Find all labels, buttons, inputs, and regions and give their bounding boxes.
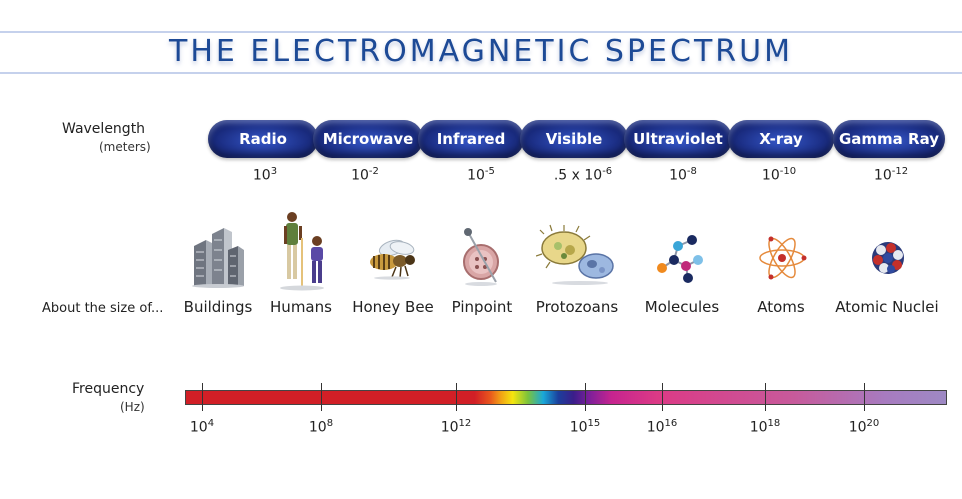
frequency-spectrum-bar <box>185 390 947 405</box>
wavelength-value: 10-5 <box>467 166 495 184</box>
frequency-tick <box>585 383 586 411</box>
frequency-tick <box>864 383 865 411</box>
size-label-atoms: Atoms <box>757 298 805 316</box>
wavelength-value: 103 <box>252 166 278 184</box>
size-label-honey-bee: Honey Bee <box>352 298 434 316</box>
frequency-tick <box>662 383 663 411</box>
frequency-value: 1018 <box>749 418 781 436</box>
atoms-icon <box>759 236 807 280</box>
frequency-unit: (Hz) <box>120 400 145 414</box>
frequency-value: 1020 <box>848 418 880 436</box>
frequency-value: 108 <box>308 418 334 436</box>
size-label-molecules: Molecules <box>644 298 720 316</box>
protozoans-icon <box>536 224 614 285</box>
wavelength-value: 10-12 <box>873 166 909 184</box>
frequency-label: Frequency <box>72 381 145 397</box>
size-label: About the size of... <box>42 301 164 316</box>
band-microwave: Microwave <box>313 120 423 158</box>
band-infrared: Infrared <box>418 120 524 158</box>
top-rule <box>0 31 962 33</box>
frequency-tick <box>456 383 457 411</box>
wavelength-value: 10-10 <box>761 166 797 184</box>
band-visible: Visible <box>520 120 628 158</box>
wavelength-value: .5 x 10-6 <box>553 166 613 184</box>
size-label-buildings: Buildings <box>183 298 253 316</box>
frequency-value: 1016 <box>646 418 678 436</box>
frequency-tick <box>202 383 203 411</box>
size-label-pinpoint: Pinpoint <box>451 298 513 316</box>
bottom-rule <box>0 72 962 74</box>
size-label-protozoans: Protozoans <box>535 298 619 316</box>
size-label-atomic-nuclei: Atomic Nuclei <box>835 298 939 316</box>
frequency-value: 1015 <box>569 418 601 436</box>
wavelength-value: 10-2 <box>351 166 379 184</box>
frequency-tick <box>765 383 766 411</box>
size-label-humans: Humans <box>270 298 332 316</box>
wavelength-unit: (meters) <box>99 140 151 154</box>
honey-bee-icon <box>370 239 415 280</box>
frequency-tick <box>321 383 322 411</box>
wavelength-value: 10-8 <box>669 166 697 184</box>
band-gamma-ray: Gamma Ray <box>833 120 945 158</box>
wavelength-label: Wavelength <box>62 121 146 137</box>
humans-icon <box>280 212 324 291</box>
band-radio: Radio <box>208 120 318 158</box>
frequency-value: 1012 <box>440 418 472 436</box>
atomic-nuclei-icon <box>872 242 904 274</box>
molecules-icon <box>657 235 703 283</box>
band-xray: X-ray <box>728 120 834 158</box>
frequency-value: 104 <box>189 418 215 436</box>
page-title: THE ELECTROMAGNETIC SPECTRUM <box>169 34 793 69</box>
band-ultraviolet: Ultraviolet <box>624 120 732 158</box>
pinpoint-icon <box>463 228 499 286</box>
buildings-icon <box>192 228 244 288</box>
